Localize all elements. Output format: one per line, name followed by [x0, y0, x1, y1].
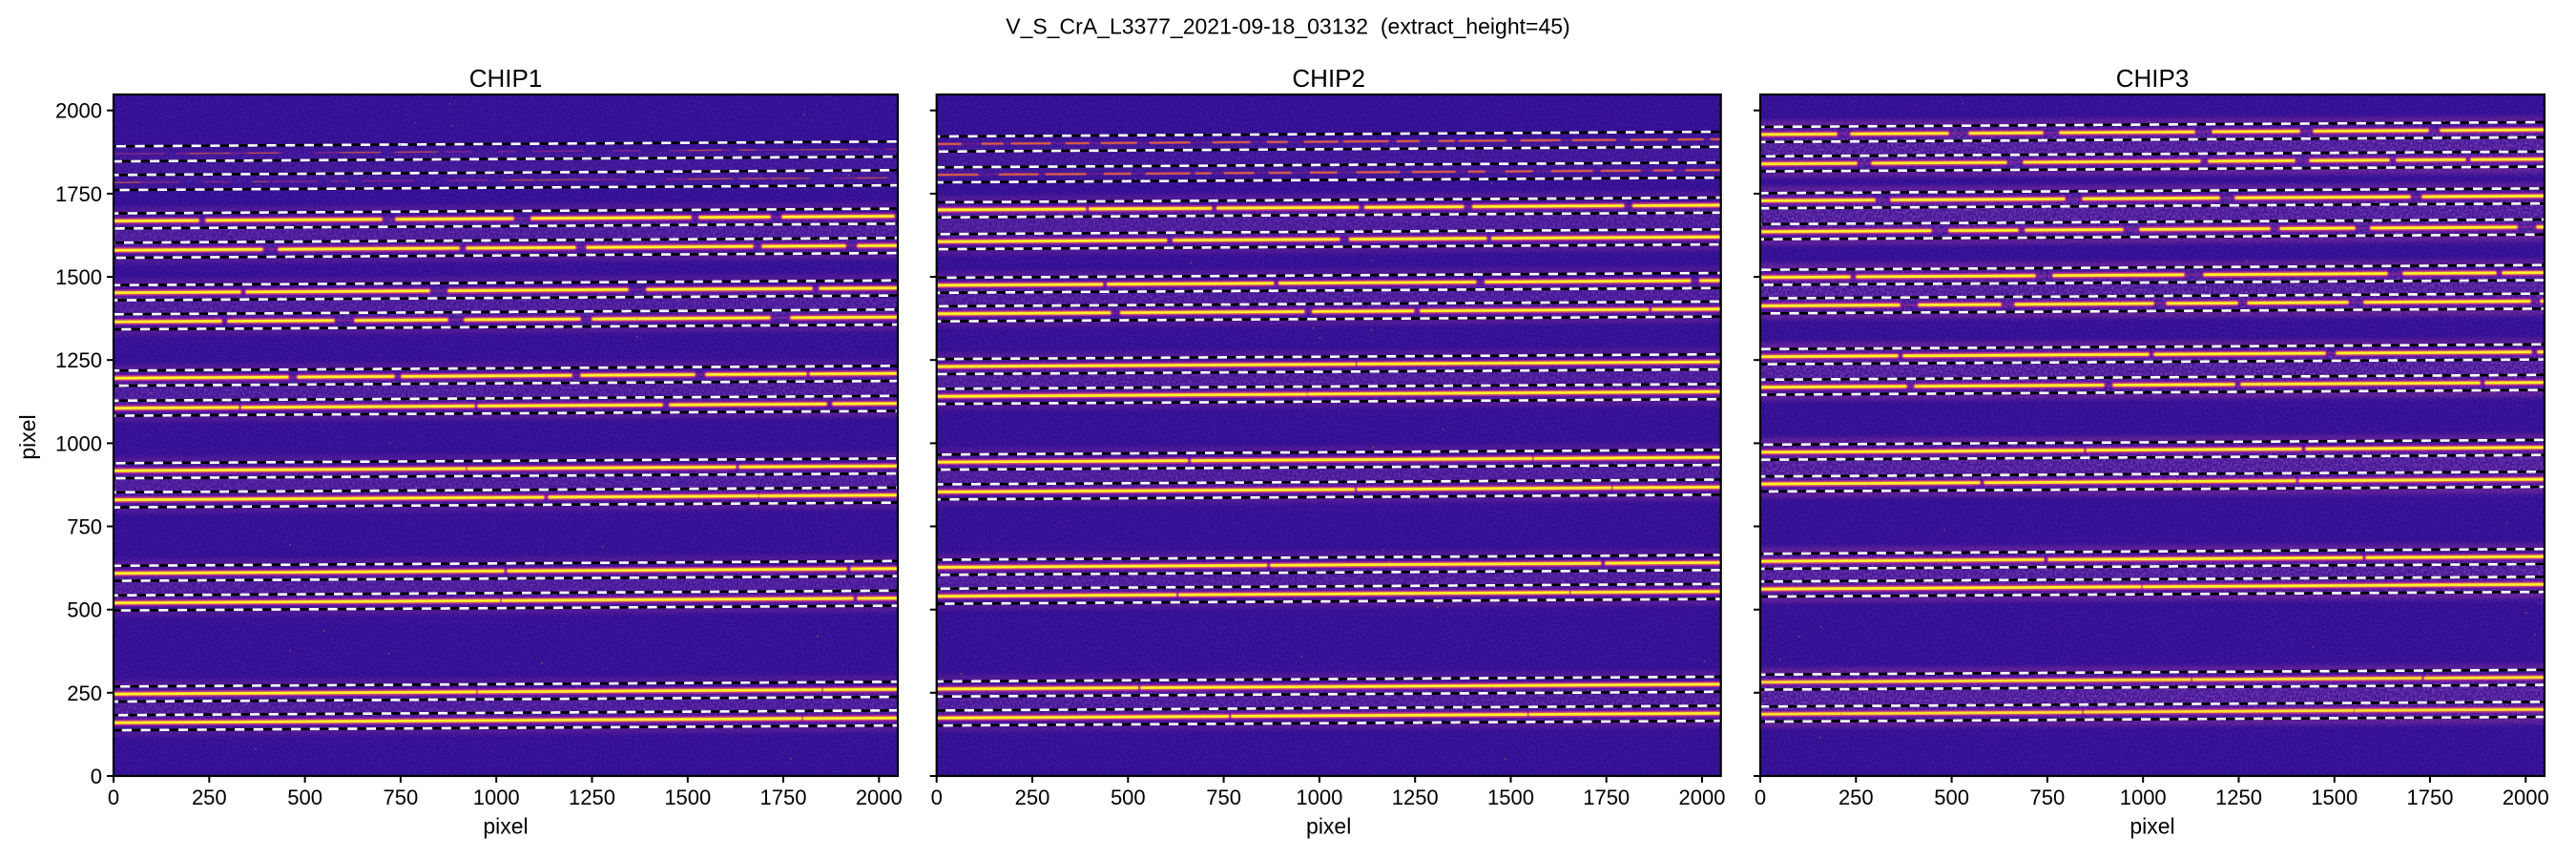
svg-text:500: 500: [287, 786, 322, 809]
svg-text:1500: 1500: [55, 265, 102, 289]
svg-text:1250: 1250: [1392, 786, 1439, 809]
svg-text:500: 500: [67, 598, 102, 622]
svg-text:1250: 1250: [55, 348, 102, 372]
svg-text:0: 0: [1755, 786, 1766, 809]
svg-text:750: 750: [67, 515, 102, 539]
svg-text:2000: 2000: [1679, 786, 1726, 809]
svg-text:1000: 1000: [2120, 786, 2167, 809]
svg-text:1750: 1750: [2407, 786, 2454, 809]
svg-text:1000: 1000: [473, 786, 520, 809]
svg-text:1500: 1500: [2311, 786, 2358, 809]
svg-text:750: 750: [384, 786, 419, 809]
svg-text:pixel: pixel: [2129, 814, 2174, 839]
svg-text:250: 250: [1015, 786, 1050, 809]
svg-text:250: 250: [1839, 786, 1874, 809]
svg-text:2000: 2000: [55, 99, 102, 123]
svg-text:CHIP2: CHIP2: [1292, 64, 1365, 93]
svg-text:1250: 1250: [2215, 786, 2262, 809]
svg-text:750: 750: [2030, 786, 2066, 809]
svg-text:1750: 1750: [55, 182, 102, 206]
svg-text:CHIP1: CHIP1: [469, 64, 543, 93]
svg-text:1250: 1250: [569, 786, 615, 809]
svg-text:1500: 1500: [1487, 786, 1534, 809]
svg-text:1000: 1000: [1296, 786, 1342, 809]
svg-text:2000: 2000: [856, 786, 903, 809]
svg-text:250: 250: [192, 786, 227, 809]
svg-text:0: 0: [108, 786, 119, 809]
svg-text:500: 500: [1934, 786, 1969, 809]
svg-text:500: 500: [1111, 786, 1146, 809]
svg-text:1750: 1750: [1583, 786, 1630, 809]
svg-text:pixel: pixel: [483, 814, 528, 839]
svg-text:0: 0: [91, 765, 102, 788]
svg-text:1500: 1500: [664, 786, 711, 809]
svg-text:V_S_CrA_L3377_2021-09-18_03132: V_S_CrA_L3377_2021-09-18_03132 (extract_…: [1006, 14, 1569, 39]
svg-text:CHIP3: CHIP3: [2116, 64, 2190, 93]
svg-text:2000: 2000: [2503, 786, 2549, 809]
svg-text:0: 0: [931, 786, 943, 809]
svg-text:pixel: pixel: [15, 414, 40, 459]
svg-text:750: 750: [1206, 786, 1241, 809]
svg-text:1750: 1750: [760, 786, 807, 809]
svg-text:250: 250: [67, 681, 102, 705]
svg-text:pixel: pixel: [1306, 814, 1351, 839]
svg-text:1000: 1000: [55, 431, 102, 455]
